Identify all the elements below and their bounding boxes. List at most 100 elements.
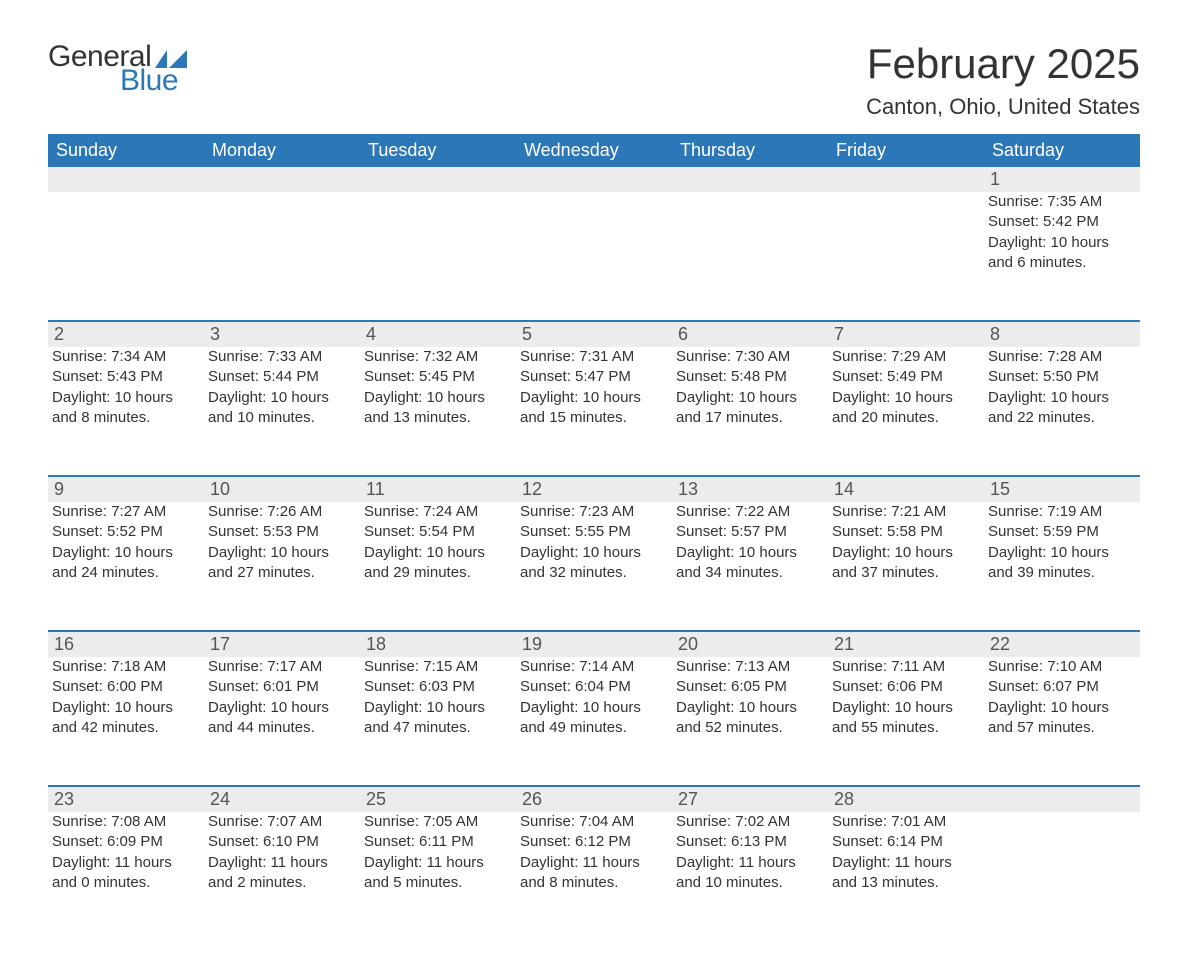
- sunrise-line: Sunrise: 7:15 AM: [364, 657, 508, 677]
- sunrise-line: Sunrise: 7:28 AM: [988, 347, 1132, 367]
- day-number: 26: [516, 787, 672, 812]
- day-header: Tuesday: [360, 134, 516, 167]
- day-number: 13: [672, 477, 828, 502]
- day-number-row: 9101112131415: [48, 475, 1140, 502]
- day-number: 6: [672, 322, 828, 347]
- sunrise-line: Sunrise: 7:31 AM: [520, 347, 664, 367]
- sunrise-line: Sunrise: 7:08 AM: [52, 812, 196, 832]
- day-number: [204, 167, 360, 192]
- logo-text-blue: Blue: [120, 64, 178, 98]
- day-number: [984, 787, 1140, 812]
- calendar: SundayMondayTuesdayWednesdayThursdayFrid…: [48, 134, 1140, 940]
- day-cell: Sunrise: 7:27 AMSunset: 5:52 PMDaylight:…: [48, 502, 204, 630]
- day-number: 28: [828, 787, 984, 812]
- day-number: 16: [48, 632, 204, 657]
- daylight-line: Daylight: 11 hours and 0 minutes.: [52, 853, 196, 894]
- day-cell: Sunrise: 7:24 AMSunset: 5:54 PMDaylight:…: [360, 502, 516, 630]
- daylight-line: Daylight: 10 hours and 52 minutes.: [676, 698, 820, 739]
- day-cell: Sunrise: 7:10 AMSunset: 6:07 PMDaylight:…: [984, 657, 1140, 785]
- day-number: [360, 167, 516, 192]
- sunrise-line: Sunrise: 7:21 AM: [832, 502, 976, 522]
- week-row: Sunrise: 7:18 AMSunset: 6:00 PMDaylight:…: [48, 657, 1140, 785]
- day-cell: [516, 192, 672, 320]
- sunset-line: Sunset: 5:44 PM: [208, 367, 352, 387]
- sunrise-line: Sunrise: 7:17 AM: [208, 657, 352, 677]
- sunset-line: Sunset: 6:06 PM: [832, 677, 976, 697]
- week-row: Sunrise: 7:27 AMSunset: 5:52 PMDaylight:…: [48, 502, 1140, 630]
- sunrise-line: Sunrise: 7:02 AM: [676, 812, 820, 832]
- day-cell: Sunrise: 7:34 AMSunset: 5:43 PMDaylight:…: [48, 347, 204, 475]
- day-number: 8: [984, 322, 1140, 347]
- sunset-line: Sunset: 6:14 PM: [832, 832, 976, 852]
- sunrise-line: Sunrise: 7:35 AM: [988, 192, 1132, 212]
- day-cell: Sunrise: 7:05 AMSunset: 6:11 PMDaylight:…: [360, 812, 516, 940]
- day-number: 15: [984, 477, 1140, 502]
- sunset-line: Sunset: 5:42 PM: [988, 212, 1132, 232]
- day-number-row: 1: [48, 167, 1140, 192]
- sunset-line: Sunset: 6:13 PM: [676, 832, 820, 852]
- day-number-row: 16171819202122: [48, 630, 1140, 657]
- day-cell: Sunrise: 7:21 AMSunset: 5:58 PMDaylight:…: [828, 502, 984, 630]
- daylight-line: Daylight: 11 hours and 2 minutes.: [208, 853, 352, 894]
- sunrise-line: Sunrise: 7:26 AM: [208, 502, 352, 522]
- daylight-line: Daylight: 11 hours and 10 minutes.: [676, 853, 820, 894]
- daylight-line: Daylight: 10 hours and 20 minutes.: [832, 388, 976, 429]
- day-number: 4: [360, 322, 516, 347]
- day-cell: Sunrise: 7:01 AMSunset: 6:14 PMDaylight:…: [828, 812, 984, 940]
- sunrise-line: Sunrise: 7:18 AM: [52, 657, 196, 677]
- day-cell: [672, 192, 828, 320]
- month-title: February 2025: [866, 40, 1140, 88]
- day-number: 9: [48, 477, 204, 502]
- day-cell: Sunrise: 7:19 AMSunset: 5:59 PMDaylight:…: [984, 502, 1140, 630]
- daylight-line: Daylight: 10 hours and 22 minutes.: [988, 388, 1132, 429]
- day-number: 14: [828, 477, 984, 502]
- day-number: 23: [48, 787, 204, 812]
- day-header: Wednesday: [516, 134, 672, 167]
- daylight-line: Daylight: 11 hours and 5 minutes.: [364, 853, 508, 894]
- sunrise-line: Sunrise: 7:22 AM: [676, 502, 820, 522]
- day-cell: Sunrise: 7:02 AMSunset: 6:13 PMDaylight:…: [672, 812, 828, 940]
- day-cell: Sunrise: 7:22 AMSunset: 5:57 PMDaylight:…: [672, 502, 828, 630]
- day-cell: Sunrise: 7:07 AMSunset: 6:10 PMDaylight:…: [204, 812, 360, 940]
- daylight-line: Daylight: 10 hours and 49 minutes.: [520, 698, 664, 739]
- daylight-line: Daylight: 10 hours and 34 minutes.: [676, 543, 820, 584]
- sunrise-line: Sunrise: 7:13 AM: [676, 657, 820, 677]
- sunset-line: Sunset: 5:50 PM: [988, 367, 1132, 387]
- day-cell: Sunrise: 7:15 AMSunset: 6:03 PMDaylight:…: [360, 657, 516, 785]
- sunrise-line: Sunrise: 7:14 AM: [520, 657, 664, 677]
- day-cell: Sunrise: 7:32 AMSunset: 5:45 PMDaylight:…: [360, 347, 516, 475]
- day-cell: Sunrise: 7:30 AMSunset: 5:48 PMDaylight:…: [672, 347, 828, 475]
- sunrise-line: Sunrise: 7:04 AM: [520, 812, 664, 832]
- daylight-line: Daylight: 10 hours and 17 minutes.: [676, 388, 820, 429]
- sunset-line: Sunset: 6:03 PM: [364, 677, 508, 697]
- day-cell: Sunrise: 7:23 AMSunset: 5:55 PMDaylight:…: [516, 502, 672, 630]
- week-row: Sunrise: 7:08 AMSunset: 6:09 PMDaylight:…: [48, 812, 1140, 940]
- sunset-line: Sunset: 5:54 PM: [364, 522, 508, 542]
- day-number: 11: [360, 477, 516, 502]
- week-header: SundayMondayTuesdayWednesdayThursdayFrid…: [48, 134, 1140, 167]
- sunrise-line: Sunrise: 7:19 AM: [988, 502, 1132, 522]
- sunset-line: Sunset: 6:09 PM: [52, 832, 196, 852]
- daylight-line: Daylight: 10 hours and 6 minutes.: [988, 233, 1132, 274]
- sunset-line: Sunset: 5:59 PM: [988, 522, 1132, 542]
- day-header: Sunday: [48, 134, 204, 167]
- day-number: 19: [516, 632, 672, 657]
- daylight-line: Daylight: 10 hours and 55 minutes.: [832, 698, 976, 739]
- day-number-row: 232425262728: [48, 785, 1140, 812]
- day-cell: Sunrise: 7:14 AMSunset: 6:04 PMDaylight:…: [516, 657, 672, 785]
- daylight-line: Daylight: 10 hours and 15 minutes.: [520, 388, 664, 429]
- sunset-line: Sunset: 5:48 PM: [676, 367, 820, 387]
- week-row: Sunrise: 7:34 AMSunset: 5:43 PMDaylight:…: [48, 347, 1140, 475]
- day-cell: Sunrise: 7:28 AMSunset: 5:50 PMDaylight:…: [984, 347, 1140, 475]
- day-number: 22: [984, 632, 1140, 657]
- sunrise-line: Sunrise: 7:27 AM: [52, 502, 196, 522]
- week-row: Sunrise: 7:35 AMSunset: 5:42 PMDaylight:…: [48, 192, 1140, 320]
- day-header: Saturday: [984, 134, 1140, 167]
- daylight-line: Daylight: 10 hours and 24 minutes.: [52, 543, 196, 584]
- sunset-line: Sunset: 6:11 PM: [364, 832, 508, 852]
- daylight-line: Daylight: 10 hours and 44 minutes.: [208, 698, 352, 739]
- day-cell: Sunrise: 7:29 AMSunset: 5:49 PMDaylight:…: [828, 347, 984, 475]
- day-number: 1: [984, 167, 1140, 192]
- day-cell: Sunrise: 7:33 AMSunset: 5:44 PMDaylight:…: [204, 347, 360, 475]
- day-number: 27: [672, 787, 828, 812]
